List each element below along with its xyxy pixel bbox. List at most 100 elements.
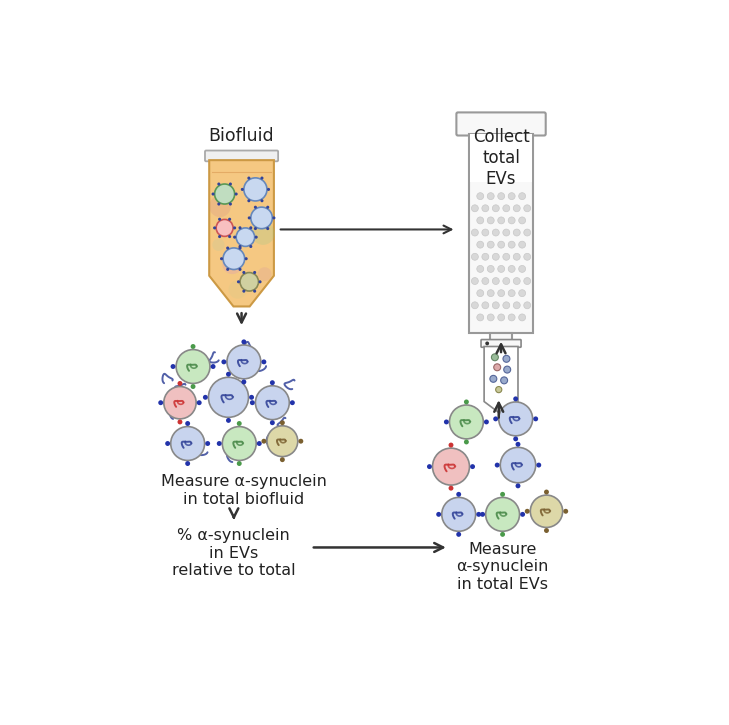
Circle shape: [518, 241, 526, 248]
Circle shape: [249, 226, 252, 229]
Circle shape: [258, 268, 272, 281]
Circle shape: [487, 193, 494, 199]
Circle shape: [165, 441, 170, 446]
Circle shape: [212, 239, 225, 251]
Circle shape: [456, 492, 461, 497]
Circle shape: [228, 218, 231, 221]
Circle shape: [498, 193, 504, 199]
Circle shape: [273, 216, 276, 220]
Circle shape: [499, 402, 533, 436]
Circle shape: [211, 364, 216, 369]
FancyBboxPatch shape: [481, 339, 521, 347]
Circle shape: [477, 314, 484, 321]
Circle shape: [477, 217, 484, 224]
Circle shape: [229, 202, 232, 206]
Circle shape: [503, 278, 510, 284]
Circle shape: [477, 290, 484, 297]
Circle shape: [482, 204, 489, 212]
Circle shape: [177, 420, 182, 424]
Circle shape: [171, 364, 176, 369]
Circle shape: [238, 245, 241, 248]
Circle shape: [492, 229, 499, 236]
Bar: [470, 134, 532, 182]
Circle shape: [523, 204, 531, 212]
Circle shape: [254, 236, 258, 239]
Circle shape: [513, 397, 518, 402]
Circle shape: [444, 420, 449, 424]
Circle shape: [260, 176, 263, 180]
Circle shape: [185, 461, 190, 466]
Circle shape: [518, 193, 526, 199]
Circle shape: [500, 532, 505, 536]
Circle shape: [266, 206, 269, 209]
Circle shape: [171, 426, 205, 460]
FancyBboxPatch shape: [456, 112, 546, 136]
Circle shape: [486, 341, 489, 345]
Circle shape: [262, 360, 266, 365]
Circle shape: [206, 441, 210, 446]
Circle shape: [218, 235, 221, 238]
Circle shape: [290, 400, 295, 405]
Circle shape: [513, 302, 521, 309]
Circle shape: [530, 495, 563, 528]
Circle shape: [518, 217, 526, 224]
Circle shape: [164, 386, 196, 419]
Circle shape: [190, 384, 195, 389]
Circle shape: [245, 257, 248, 260]
Circle shape: [203, 395, 208, 399]
Circle shape: [249, 395, 254, 399]
Circle shape: [223, 248, 245, 270]
Circle shape: [487, 217, 494, 224]
Circle shape: [464, 439, 469, 444]
Circle shape: [504, 366, 511, 373]
Circle shape: [523, 278, 531, 284]
Circle shape: [209, 196, 231, 217]
Circle shape: [503, 229, 510, 236]
Circle shape: [482, 253, 489, 260]
Circle shape: [248, 216, 251, 220]
Circle shape: [216, 220, 233, 236]
Circle shape: [503, 355, 510, 362]
Circle shape: [259, 281, 262, 283]
Circle shape: [214, 184, 235, 204]
Circle shape: [228, 281, 247, 299]
Circle shape: [472, 204, 478, 212]
Bar: [469, 134, 534, 334]
Circle shape: [487, 265, 494, 273]
Circle shape: [241, 339, 246, 344]
Circle shape: [495, 463, 499, 468]
Circle shape: [211, 193, 214, 196]
Circle shape: [515, 442, 521, 447]
Circle shape: [233, 236, 236, 239]
Circle shape: [237, 461, 242, 466]
Circle shape: [226, 268, 229, 271]
Circle shape: [255, 386, 289, 420]
Circle shape: [496, 386, 502, 393]
Circle shape: [237, 421, 242, 426]
Circle shape: [247, 176, 251, 180]
Circle shape: [480, 512, 485, 517]
Circle shape: [491, 354, 499, 361]
Circle shape: [241, 379, 246, 384]
Circle shape: [442, 497, 475, 531]
Circle shape: [523, 302, 531, 309]
Circle shape: [217, 183, 220, 186]
Circle shape: [448, 486, 453, 491]
Circle shape: [472, 253, 478, 260]
Circle shape: [501, 377, 507, 384]
Circle shape: [500, 447, 536, 483]
Circle shape: [544, 489, 549, 494]
Circle shape: [436, 512, 441, 517]
Circle shape: [525, 509, 530, 514]
Circle shape: [470, 464, 475, 469]
Text: Measure
α-synuclein
in total EVs: Measure α-synuclein in total EVs: [456, 542, 549, 592]
Circle shape: [487, 290, 494, 297]
Circle shape: [185, 421, 190, 426]
Circle shape: [158, 400, 163, 405]
Circle shape: [227, 345, 261, 379]
Circle shape: [238, 268, 241, 271]
Circle shape: [267, 426, 297, 457]
Circle shape: [508, 241, 515, 248]
Circle shape: [238, 247, 241, 249]
Circle shape: [521, 512, 525, 517]
